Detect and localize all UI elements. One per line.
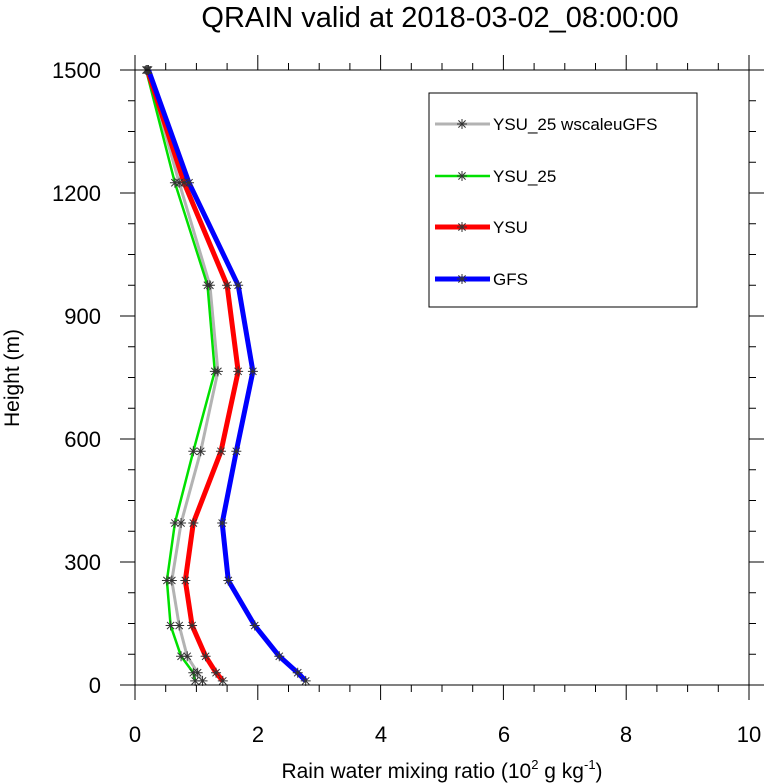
data-point — [182, 651, 193, 662]
x-tick-label: 6 — [498, 722, 510, 747]
x-tick-label: 0 — [129, 722, 141, 747]
legend-box — [428, 92, 698, 308]
data-point — [197, 675, 208, 686]
legend-label: GFS — [493, 270, 528, 289]
data-point — [174, 620, 185, 631]
y-tick-label: 0 — [89, 673, 101, 698]
data-point — [190, 675, 201, 686]
legend: YSU_25 wscaleuGFS YSU_25 YSU GFS — [428, 92, 698, 308]
chart-title: QRAIN valid at 2018-03-02_08:00:00 — [201, 2, 678, 34]
data-point — [209, 366, 220, 377]
data-point — [223, 575, 234, 586]
data-point — [222, 280, 233, 291]
data-point — [188, 518, 199, 529]
data-point — [274, 651, 285, 662]
y-tick-label: 900 — [64, 304, 101, 329]
data-point — [195, 446, 206, 457]
data-point — [200, 651, 211, 662]
data-point — [217, 675, 228, 686]
legend-marker — [457, 119, 467, 129]
data-point — [165, 620, 176, 631]
data-point — [184, 177, 195, 188]
data-point — [188, 667, 199, 678]
y-axis-label: Height (m) — [1, 329, 24, 427]
data-point — [169, 177, 180, 188]
data-point — [233, 366, 244, 377]
data-point — [161, 575, 172, 586]
data-point — [187, 620, 198, 631]
legend-label: YSU_25 wscaleuGFS — [493, 115, 657, 134]
legend-label: YSU_25 — [493, 167, 556, 186]
data-point — [233, 280, 244, 291]
x-axis-label: Rain water mixing ratio (102 g kg-1) — [281, 757, 602, 783]
data-point — [247, 366, 258, 377]
legend-marker — [457, 274, 467, 284]
data-point — [176, 651, 187, 662]
data-point — [215, 446, 226, 457]
data-point — [169, 518, 180, 529]
x-tick-label: 8 — [620, 722, 632, 747]
data-point — [217, 518, 228, 529]
x-tick-label: 2 — [252, 722, 264, 747]
plot-area — [141, 65, 311, 686]
legend-marker — [457, 171, 467, 181]
legend-marker — [457, 222, 467, 232]
data-point — [180, 575, 191, 586]
series-line-3 — [144, 69, 241, 683]
axis-ticks — [120, 55, 764, 700]
data-point — [300, 675, 311, 686]
y-tick-label: 600 — [64, 427, 101, 452]
x-tick-label: 4 — [375, 722, 387, 747]
legend-marks — [435, 119, 490, 284]
y-tick-label: 1500 — [52, 58, 101, 83]
x-tick-label: 10 — [737, 722, 761, 747]
legend-label: YSU — [493, 218, 528, 237]
y-tick-label: 1200 — [52, 181, 101, 206]
data-point — [292, 667, 303, 678]
data-point — [231, 446, 242, 457]
data-point — [211, 667, 222, 678]
data-point — [188, 446, 199, 457]
data-point — [249, 620, 260, 631]
data-point — [202, 280, 213, 291]
y-tick-label: 300 — [64, 550, 101, 575]
data-point — [176, 518, 187, 529]
